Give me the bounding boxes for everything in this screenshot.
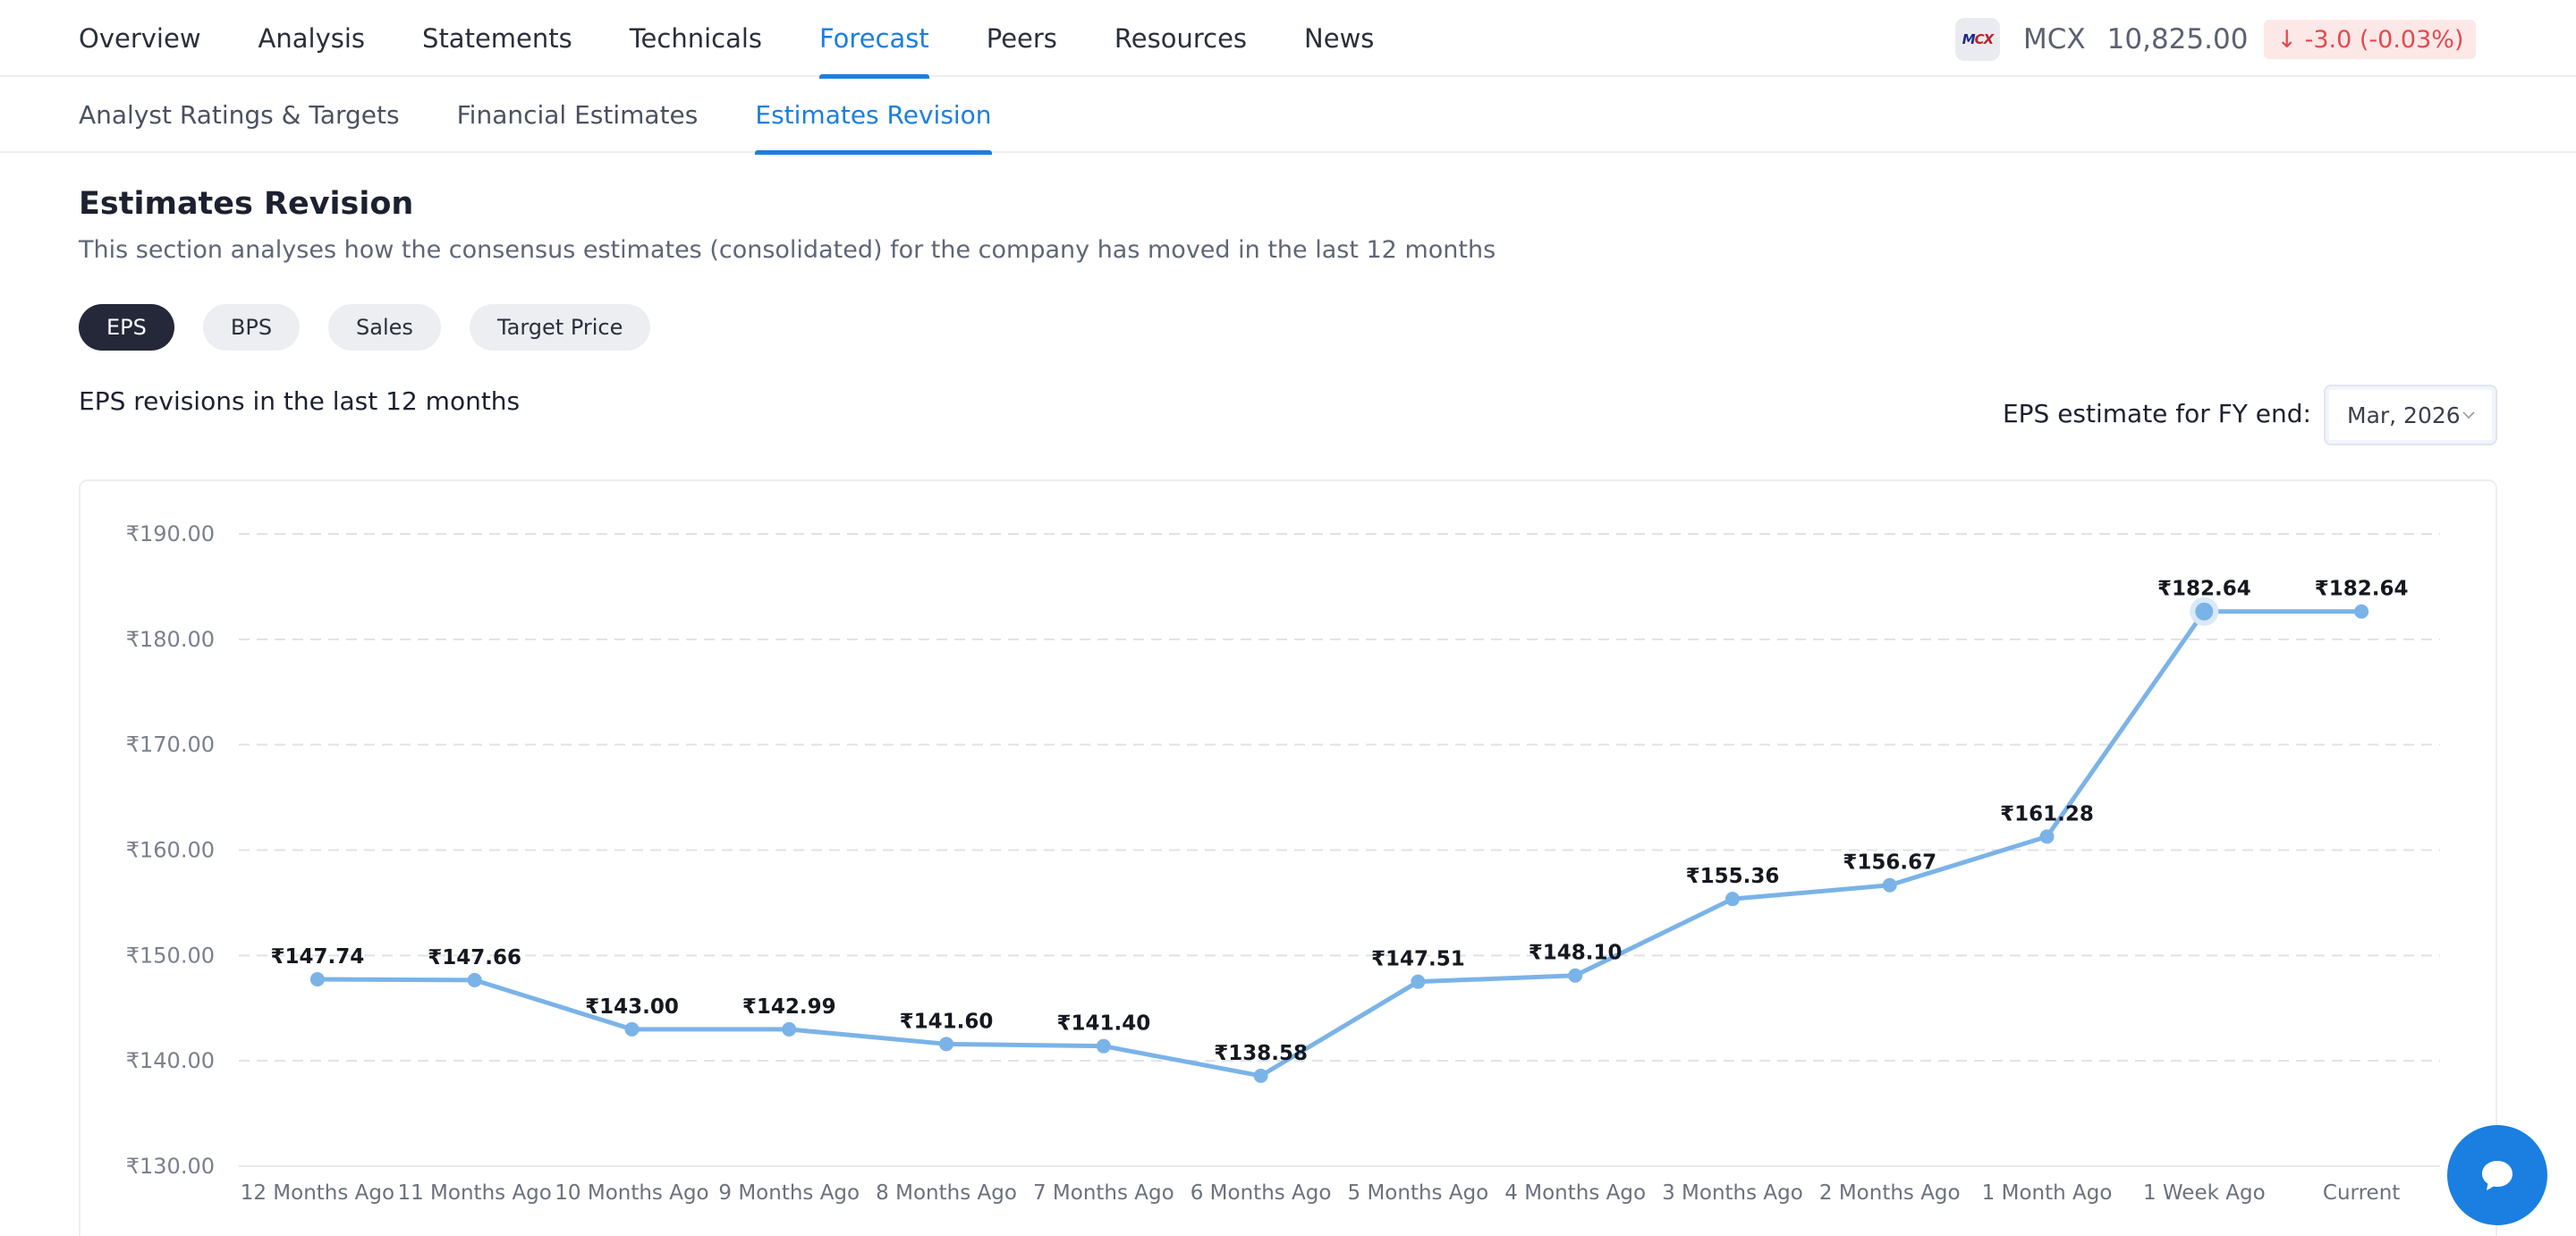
- section-description: This section analyses how the consensus …: [79, 236, 1496, 264]
- y-tick-label: ₹170.00: [126, 732, 215, 758]
- data-label: ₹141.40: [1056, 1012, 1150, 1036]
- data-label: ₹142.99: [742, 995, 836, 1019]
- x-tick-label: 12 Months Ago: [241, 1181, 394, 1205]
- section-title: Estimates Revision: [79, 186, 414, 222]
- price-change-badge: ↓ -3.0 (-0.03%): [2264, 20, 2477, 59]
- company-logo: M CX: [1955, 18, 2000, 61]
- tab-technicals[interactable]: Technicals: [629, 23, 763, 54]
- data-label: ₹147.74: [271, 945, 365, 969]
- data-point: [1096, 1038, 1111, 1054]
- sub-tabs: Analyst Ratings & Targets Financial Estim…: [79, 77, 1049, 155]
- fy-end-value: Mar, 2026: [2347, 402, 2461, 428]
- data-point: [1253, 1068, 1268, 1083]
- sub-navigation: Analyst Ratings & Targets Financial Estim…: [0, 77, 2576, 155]
- data-label: ₹155.36: [1686, 865, 1780, 888]
- x-tick-label: 11 Months Ago: [397, 1181, 551, 1205]
- tab-resources[interactable]: Resources: [1114, 23, 1248, 54]
- subtab-analyst-ratings-targets[interactable]: Analyst Ratings & Targets: [79, 100, 400, 130]
- data-point: [2039, 829, 2055, 844]
- data-label: ₹148.10: [1529, 942, 1623, 965]
- y-tick-label: ₹130.00: [126, 1154, 215, 1179]
- data-point: [624, 1021, 640, 1037]
- data-label: ₹156.67: [1843, 851, 1936, 875]
- data-label: ₹182.64: [2157, 578, 2251, 601]
- chat-button[interactable]: [2447, 1125, 2547, 1225]
- data-point: [467, 972, 482, 987]
- tab-statements[interactable]: Statements: [422, 23, 572, 54]
- data-point: [2195, 602, 2214, 621]
- data-point: [309, 971, 325, 986]
- metric-toggle: EPS BPS Sales Target Price: [79, 304, 651, 351]
- x-tick-label: 1 Week Ago: [2143, 1181, 2266, 1205]
- data-point: [939, 1037, 954, 1052]
- x-tick-label: 7 Months Ago: [1033, 1181, 1174, 1205]
- y-tick-label: ₹190.00: [126, 521, 215, 546]
- pill-target-price[interactable]: Target Price: [469, 304, 651, 351]
- x-tick-label: Current: [2323, 1181, 2400, 1205]
- y-tick-label: ₹150.00: [126, 943, 215, 968]
- fy-label: EPS estimate for FY end:: [2002, 399, 2311, 428]
- y-tick-label: ₹160.00: [126, 838, 215, 863]
- data-label: ₹138.58: [1214, 1042, 1308, 1065]
- data-label: ₹147.51: [1371, 948, 1465, 971]
- x-tick-label: 1 Month Ago: [1982, 1181, 2113, 1205]
- tab-news[interactable]: News: [1304, 23, 1375, 54]
- x-tick-label: 4 Months Ago: [1504, 1181, 1646, 1205]
- subtab-estimates-revision[interactable]: Estimates Revision: [755, 77, 992, 155]
- data-point: [1724, 892, 1740, 907]
- chart-canvas: ₹130.00 ₹140.00 ₹150.00 ₹160.00 ₹170.00 ₹180.…: [126, 521, 2440, 1205]
- x-tick-label: 9 Months Ago: [718, 1181, 860, 1205]
- data-point: [1882, 877, 1897, 893]
- fy-end-select[interactable]: Mar, 2026: [2324, 385, 2497, 445]
- tab-forecast[interactable]: Forecast: [819, 0, 929, 79]
- data-point: [2354, 604, 2369, 619]
- chart-heading: EPS revisions in the last 12 months: [79, 386, 521, 416]
- data-label: ₹143.00: [585, 995, 679, 1019]
- y-tick-label: ₹180.00: [126, 627, 215, 652]
- tab-peers[interactable]: Peers: [986, 23, 1057, 54]
- data-label: ₹182.64: [2315, 578, 2409, 601]
- x-tick-label: 2 Months Ago: [1819, 1181, 1961, 1205]
- x-tick-label: 5 Months Ago: [1348, 1181, 1489, 1205]
- pill-bps[interactable]: BPS: [202, 304, 301, 351]
- ticker-symbol: MCX: [2023, 23, 2086, 55]
- pill-eps[interactable]: EPS: [79, 304, 174, 351]
- x-tick-label: 3 Months Ago: [1662, 1181, 1803, 1205]
- data-point: [782, 1021, 797, 1037]
- data-point: [1411, 974, 1426, 989]
- chevron-down-icon: [2462, 411, 2475, 419]
- tab-analysis[interactable]: Analysis: [258, 23, 366, 54]
- tab-overview[interactable]: Overview: [79, 23, 201, 54]
- y-tick-label: ₹140.00: [126, 1048, 215, 1073]
- top-navigation: Overview Analysis Statements Technicals Fore…: [0, 0, 2576, 79]
- data-label: ₹161.28: [2000, 802, 2094, 825]
- data-label: ₹141.60: [900, 1010, 994, 1033]
- subtab-financial-estimates[interactable]: Financial Estimates: [456, 100, 699, 130]
- eps-revision-chart: ₹130.00 ₹140.00 ₹150.00 ₹160.00 ₹170.00 ₹180.…: [79, 479, 2497, 1236]
- chat-bubble-icon: [2482, 1161, 2512, 1190]
- data-point: [1568, 968, 1583, 983]
- eps-series-line: [315, 609, 2364, 1079]
- ticker-price: 10,825.00: [2106, 23, 2249, 55]
- ticker-summary: M CX MCX 10,825.00 ↓ -3.0 (-0.03%): [1955, 18, 2477, 61]
- top-tabs: Overview Analysis Statements Technicals Fore…: [79, 0, 1431, 79]
- data-label: ₹147.66: [428, 946, 521, 969]
- x-tick-label: 6 Months Ago: [1191, 1181, 1332, 1205]
- x-tick-label: 10 Months Ago: [555, 1181, 708, 1205]
- x-tick-label: 8 Months Ago: [876, 1181, 1017, 1205]
- pill-sales[interactable]: Sales: [328, 304, 441, 351]
